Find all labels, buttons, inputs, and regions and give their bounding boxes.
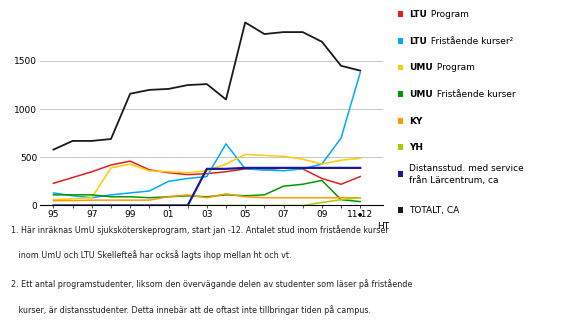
Text: LTU: LTU xyxy=(409,10,427,19)
Text: från Lärcentrum, ca: från Lärcentrum, ca xyxy=(409,176,499,185)
Text: Program: Program xyxy=(434,63,475,72)
Text: 1. Här inräknas UmU sjuksköterskeprogram, start jan -12. Antalet stud inom frist: 1. Här inräknas UmU sjuksköterskeprogram… xyxy=(11,225,389,235)
Text: Distansstud. med service: Distansstud. med service xyxy=(409,164,524,173)
Text: HT: HT xyxy=(377,222,389,231)
Text: Fristående kurser: Fristående kurser xyxy=(434,90,515,99)
Text: UMU: UMU xyxy=(409,90,433,99)
Text: YH: YH xyxy=(409,143,423,152)
Text: TOTALT, CA: TOTALT, CA xyxy=(409,206,459,215)
Text: kurser, är distansstudenter. Detta innebär att de oftast inte tillbringar tiden : kurser, är distansstudenter. Detta inneb… xyxy=(11,305,371,315)
Text: inom UmU och LTU Skellefteå har också lagts ihop mellan ht och vt.: inom UmU och LTU Skellefteå har också la… xyxy=(11,250,292,260)
Text: UMU: UMU xyxy=(409,63,433,72)
Text: Program: Program xyxy=(428,10,469,19)
Text: 2. Ett antal programstudenter, liksom den övervägande delen av studenter som läs: 2. Ett antal programstudenter, liksom de… xyxy=(11,279,413,289)
Text: Fristående kurser²: Fristående kurser² xyxy=(428,37,513,46)
Text: LTU: LTU xyxy=(409,37,427,46)
Text: KY: KY xyxy=(409,117,422,126)
Text: ●: ● xyxy=(358,211,362,216)
